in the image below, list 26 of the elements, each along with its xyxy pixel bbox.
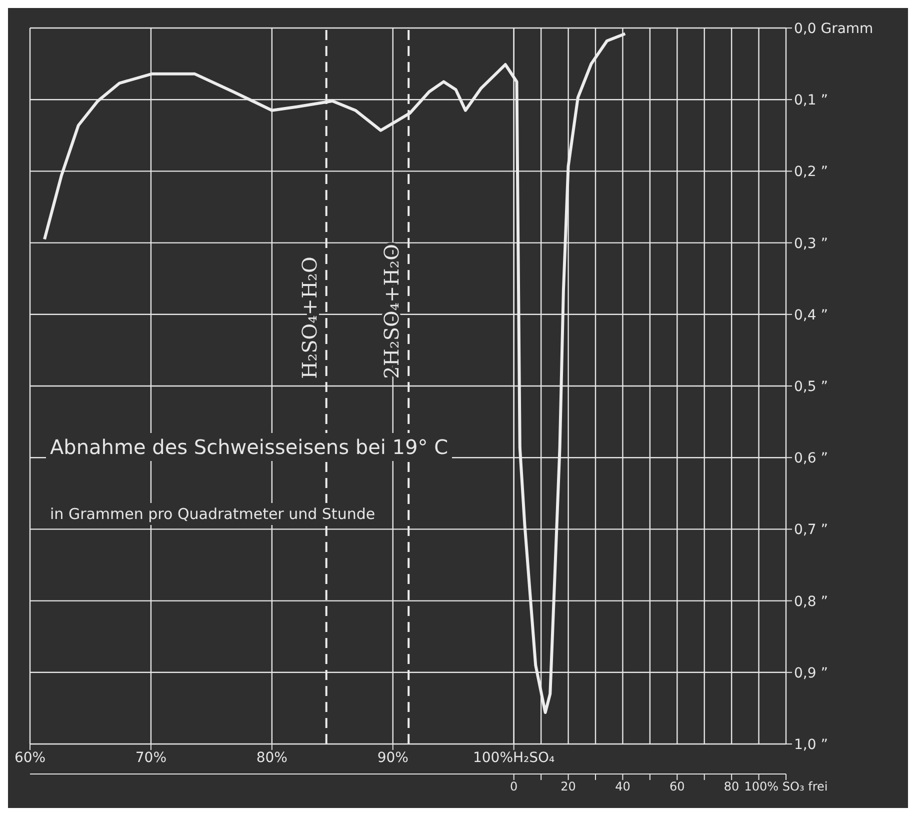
x-tick-label: 90% xyxy=(377,750,408,766)
ref-line-label: H₂SO₄+H₂O xyxy=(297,256,322,379)
x-tick-label: 100%H₂SO₄ xyxy=(472,750,556,766)
y-tick-label: 0,2 ” xyxy=(794,164,828,180)
x2-tick-label: 80 xyxy=(724,780,740,794)
y-tick-label: 0,7 ” xyxy=(794,522,828,538)
y-tick-label: 0,3 ” xyxy=(794,236,828,252)
y-tick-label: 0,1 ” xyxy=(794,92,828,109)
y-tick-label: 0,6 ” xyxy=(794,450,828,467)
y-tick-label: 0,4 ” xyxy=(794,307,828,324)
x-tick-label: 60% xyxy=(14,750,46,766)
x-tick-label: 70% xyxy=(135,750,167,766)
x2-tick-label: 100% SO₃ frei xyxy=(744,780,828,794)
x2-tick-label: 20 xyxy=(560,780,576,794)
x2-tick-label: 60 xyxy=(670,780,685,794)
annotation: Abnahme des Schweisseisens bei 19° C xyxy=(46,433,452,461)
y-tick-label: 0,9 ” xyxy=(794,665,828,682)
x2-tick-label: 0 xyxy=(510,780,518,794)
y-tick-label: 0,5 ” xyxy=(794,378,828,395)
y-tick-label: 0,8 ” xyxy=(794,594,828,610)
y-tick-label: 1,0 ” xyxy=(794,736,828,753)
x2-tick-label: 40 xyxy=(615,780,630,794)
x-tick-label: 80% xyxy=(256,750,288,766)
ref-line-label: 2H₂SO₄+H₂O xyxy=(380,244,404,379)
annotation: in Grammen pro Quadratmeter und Stunde xyxy=(46,503,380,525)
y-tick-label: 0,0 Gramm xyxy=(794,20,874,37)
